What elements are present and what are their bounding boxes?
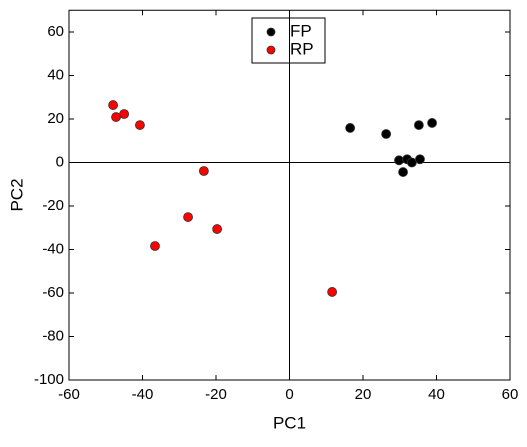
point bbox=[345, 123, 356, 133]
y-tick-label: 0 bbox=[56, 153, 64, 170]
point bbox=[135, 120, 145, 130]
point bbox=[119, 109, 130, 119]
point bbox=[398, 167, 408, 177]
y-tick-label: 40 bbox=[47, 66, 64, 83]
x-axis-label: PC1 bbox=[273, 413, 306, 432]
y-tick-label: -60 bbox=[42, 284, 64, 301]
point bbox=[406, 157, 417, 168]
x-tick-label: -20 bbox=[205, 386, 227, 403]
point bbox=[394, 155, 404, 166]
y-tick-label: -100 bbox=[34, 371, 64, 388]
point bbox=[413, 120, 424, 130]
x-tick-label: 40 bbox=[428, 386, 445, 403]
x-tick-label: 60 bbox=[502, 386, 519, 403]
point bbox=[327, 287, 338, 297]
point bbox=[111, 112, 121, 122]
point bbox=[108, 100, 118, 110]
y-tick-label: 20 bbox=[47, 110, 64, 127]
point bbox=[212, 224, 223, 234]
y-axis-label: PC2 bbox=[7, 178, 26, 211]
point bbox=[183, 212, 193, 222]
point bbox=[198, 166, 209, 176]
y-tick-label: -40 bbox=[42, 240, 64, 257]
legend-label: FP bbox=[290, 21, 312, 40]
legend-label: RP bbox=[290, 39, 314, 58]
legend-box bbox=[251, 17, 326, 64]
y-tick-label: -80 bbox=[42, 327, 64, 344]
point bbox=[150, 241, 160, 251]
y-tick-label: 60 bbox=[47, 23, 64, 40]
x-tick-label: 0 bbox=[285, 386, 293, 403]
point bbox=[427, 118, 437, 128]
y-tick-label: -20 bbox=[42, 197, 64, 214]
point bbox=[415, 154, 425, 165]
legend-marker bbox=[266, 27, 276, 37]
legend-marker bbox=[266, 45, 276, 55]
point bbox=[381, 129, 392, 139]
x-tick-label: 20 bbox=[355, 386, 372, 403]
x-tick-label: -60 bbox=[58, 386, 80, 403]
x-tick-label: -40 bbox=[132, 386, 154, 403]
